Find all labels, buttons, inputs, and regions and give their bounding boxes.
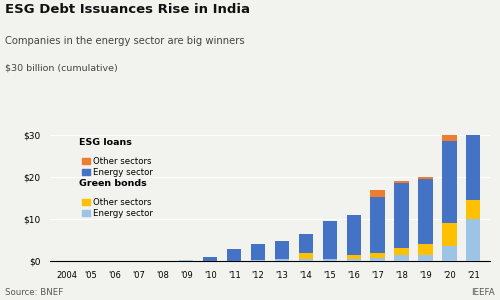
Bar: [418, 179, 432, 244]
Bar: [298, 234, 313, 253]
Bar: [298, 253, 313, 259]
Text: IEEFA: IEEFA: [472, 288, 495, 297]
Bar: [370, 197, 385, 254]
Bar: [442, 141, 456, 223]
Bar: [346, 255, 361, 259]
Bar: [418, 255, 432, 261]
Bar: [418, 177, 432, 179]
Bar: [418, 244, 432, 255]
Bar: [346, 215, 361, 255]
Bar: [394, 183, 408, 248]
Bar: [466, 200, 480, 219]
Bar: [394, 255, 408, 261]
Bar: [322, 221, 337, 259]
Text: Companies in the energy sector are big winners: Companies in the energy sector are big w…: [5, 36, 244, 46]
Bar: [442, 246, 456, 261]
Bar: [275, 259, 289, 261]
Bar: [466, 219, 480, 261]
Bar: [346, 259, 361, 261]
Bar: [394, 248, 408, 255]
Bar: [298, 259, 313, 261]
Bar: [370, 254, 385, 258]
Bar: [275, 241, 289, 259]
Text: Green bonds: Green bonds: [78, 179, 146, 188]
Bar: [442, 133, 456, 141]
Bar: [442, 223, 456, 246]
Bar: [251, 244, 265, 260]
Text: ESG loans: ESG loans: [78, 137, 132, 146]
Bar: [394, 181, 408, 183]
Text: ESG Debt Issuances Rise in India: ESG Debt Issuances Rise in India: [5, 3, 250, 16]
Bar: [466, 106, 480, 200]
Bar: [466, 82, 480, 106]
Bar: [370, 190, 385, 197]
Bar: [179, 260, 194, 261]
Bar: [251, 260, 265, 261]
Bar: [370, 258, 385, 261]
Text: $30 billion (cumulative): $30 billion (cumulative): [5, 63, 118, 72]
Bar: [203, 257, 218, 261]
Bar: [227, 249, 242, 261]
Legend: Other sectors, Energy sector: Other sectors, Energy sector: [78, 195, 156, 222]
Text: Source: BNEF: Source: BNEF: [5, 288, 63, 297]
Bar: [322, 259, 337, 261]
